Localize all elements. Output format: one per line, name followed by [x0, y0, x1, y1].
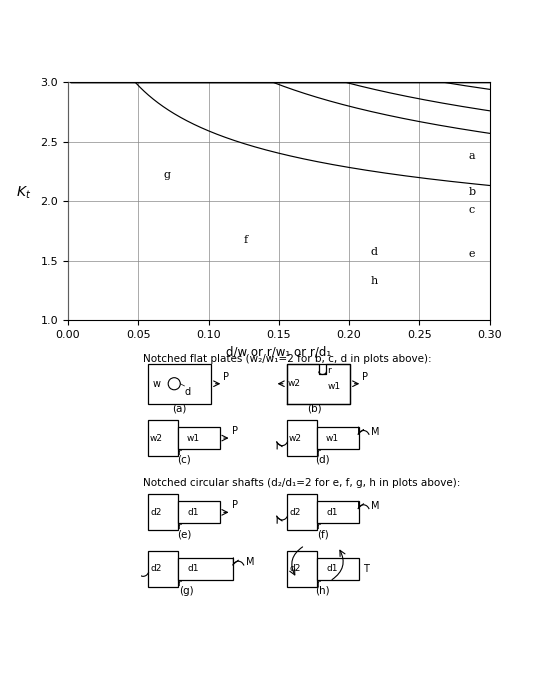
Bar — [148, 551, 178, 587]
Text: M: M — [246, 557, 254, 567]
Text: g: g — [164, 170, 171, 180]
Bar — [287, 495, 317, 530]
Text: (a): (a) — [172, 403, 187, 414]
Text: w1: w1 — [326, 433, 339, 442]
Text: P: P — [232, 426, 238, 436]
Text: d: d — [370, 247, 377, 258]
Text: r: r — [327, 365, 331, 374]
Y-axis label: $K_t$: $K_t$ — [16, 185, 32, 201]
Text: d2: d2 — [289, 508, 301, 517]
Text: M: M — [371, 427, 380, 437]
Text: d2: d2 — [289, 564, 301, 573]
Text: w1: w1 — [327, 382, 341, 391]
Bar — [148, 364, 212, 404]
Text: (h): (h) — [316, 585, 330, 596]
Text: w: w — [153, 379, 161, 389]
Text: w2: w2 — [287, 379, 300, 388]
Text: f: f — [244, 236, 248, 245]
Text: d1: d1 — [327, 564, 338, 573]
Text: a: a — [468, 151, 475, 161]
Bar — [287, 420, 317, 456]
Bar — [317, 558, 358, 580]
Bar — [178, 502, 220, 523]
Text: c: c — [468, 205, 475, 214]
Text: b: b — [468, 187, 475, 196]
Text: (e): (e) — [177, 529, 191, 539]
Text: d2: d2 — [151, 564, 162, 573]
Text: d2: d2 — [151, 508, 162, 517]
Text: r: r — [316, 579, 320, 588]
Text: w2: w2 — [150, 433, 163, 442]
Text: Notched circular shafts (d₂/d₁=2 for e, f, g, h in plots above):: Notched circular shafts (d₂/d₁=2 for e, … — [143, 478, 460, 488]
Text: w2: w2 — [289, 433, 302, 442]
Text: (d): (d) — [316, 455, 330, 465]
Text: P: P — [362, 372, 368, 381]
Text: d1: d1 — [188, 508, 199, 517]
Bar — [287, 364, 350, 404]
Bar — [317, 427, 358, 449]
Text: (g): (g) — [180, 585, 194, 596]
Text: r: r — [177, 448, 181, 457]
X-axis label: d/w or r/w₁ or r/d₁: d/w or r/w₁ or r/d₁ — [226, 346, 331, 359]
Text: r: r — [316, 448, 320, 457]
Text: (b): (b) — [307, 403, 322, 414]
Bar — [178, 558, 233, 580]
Text: d1: d1 — [327, 508, 338, 517]
Text: w1: w1 — [187, 433, 200, 442]
Text: r: r — [177, 579, 181, 588]
Text: Notched flat plates (w₂/w₁=2 for b, c, d in plots above):: Notched flat plates (w₂/w₁=2 for b, c, d… — [143, 354, 431, 364]
Text: T: T — [363, 563, 369, 574]
Text: (f): (f) — [317, 529, 329, 539]
Bar — [178, 427, 220, 449]
Text: (c): (c) — [177, 455, 191, 465]
Text: d: d — [185, 387, 191, 397]
Text: h: h — [370, 276, 378, 286]
Bar — [287, 551, 317, 587]
Text: e: e — [468, 249, 475, 258]
Text: r: r — [177, 522, 181, 532]
Text: d1: d1 — [188, 564, 199, 573]
Text: P: P — [232, 500, 238, 510]
Text: M: M — [371, 501, 380, 511]
Bar — [317, 502, 358, 523]
Text: P: P — [224, 372, 230, 381]
Text: r: r — [316, 522, 320, 532]
Bar — [148, 495, 178, 530]
Bar — [148, 420, 178, 456]
